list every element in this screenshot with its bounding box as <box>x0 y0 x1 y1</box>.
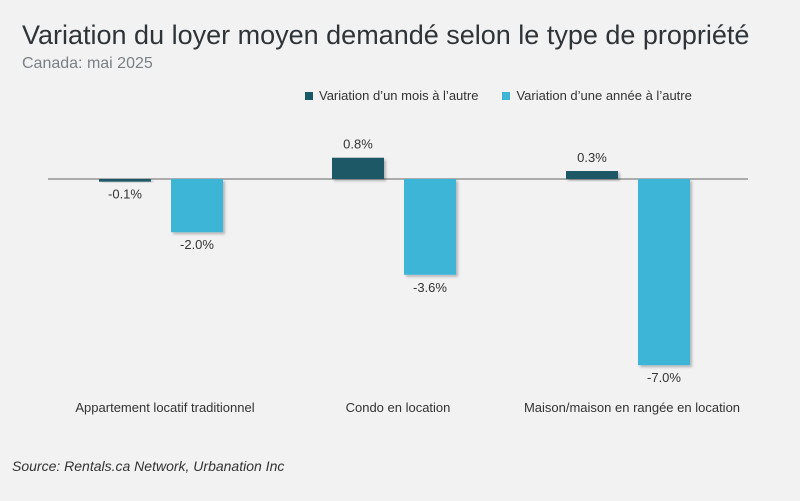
category-label-2: Maison/maison en rangée en location <box>524 400 740 415</box>
legend-swatch-monthly <box>305 91 313 100</box>
legend: Variation d’un mois à l’autre Variation … <box>305 88 692 103</box>
bar-yearly-2 <box>638 179 690 366</box>
legend-label-monthly: Variation d’un mois à l’autre <box>319 88 479 103</box>
legend-item-monthly: Variation d’un mois à l’autre <box>305 88 478 103</box>
bar-monthly-0 <box>99 179 151 182</box>
legend-swatch-yearly <box>502 91 511 100</box>
legend-item-yearly: Variation d’une année à l’autre <box>502 88 692 103</box>
category-label-1: Condo en location <box>346 400 451 415</box>
data-label-yearly-2: -7.0% <box>647 370 681 385</box>
chart-title: Variation du loyer moyen demandé selon l… <box>22 20 750 50</box>
bar-yearly-1 <box>404 179 456 275</box>
bar-monthly-1 <box>332 157 384 179</box>
bar-monthly-2 <box>566 171 618 179</box>
source-note: Source: Rentals.ca Network, Urbanation I… <box>12 458 285 474</box>
data-label-monthly-2: 0.3% <box>577 150 607 165</box>
data-label-yearly-1: -3.6% <box>413 280 447 295</box>
data-label-yearly-0: -2.0% <box>180 237 214 252</box>
legend-label-yearly: Variation d’une année à l’autre <box>516 88 692 103</box>
bar-yearly-0 <box>171 179 223 233</box>
chart-subtitle: Canada: mai 2025 <box>22 55 153 72</box>
data-label-monthly-0: -0.1% <box>108 187 142 202</box>
data-label-monthly-1: 0.8% <box>343 137 373 152</box>
bar-chart: -0.1% 0.8% 0.3% -2.0% -3.6% -7.0% Appartement … <box>48 137 748 415</box>
category-label-0: Appartement locatif traditionnel <box>75 400 254 415</box>
